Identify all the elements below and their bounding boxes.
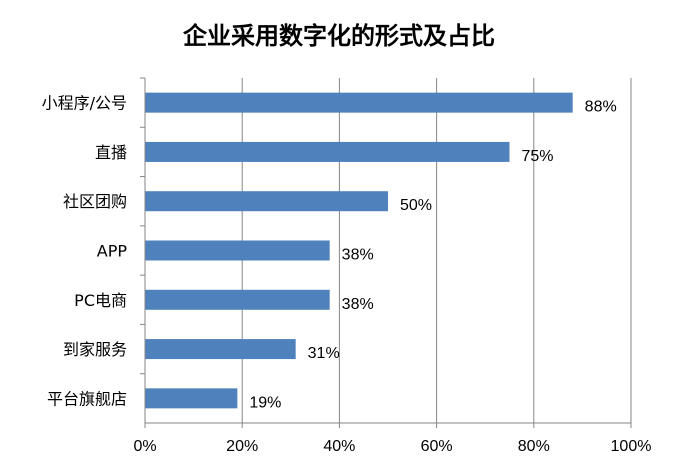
x-tick-label: 40% bbox=[323, 438, 355, 455]
value-label: 88% bbox=[585, 99, 617, 116]
bar bbox=[145, 191, 388, 212]
category-label: PC电商 bbox=[74, 291, 127, 310]
bar bbox=[145, 240, 330, 261]
x-tick-label: 60% bbox=[421, 438, 453, 455]
chart-title: 企业采用数字化的形式及占比 bbox=[183, 22, 495, 50]
category-label: 小程序/公号 bbox=[42, 94, 127, 113]
category-label: APP bbox=[97, 242, 128, 261]
value-label: 50% bbox=[400, 197, 432, 214]
x-tick-label: 20% bbox=[226, 438, 258, 455]
category-label: 直播 bbox=[95, 143, 127, 162]
category-label: 到家服务 bbox=[63, 340, 127, 359]
value-label: 38% bbox=[342, 296, 374, 313]
bar bbox=[145, 289, 330, 310]
bar bbox=[145, 388, 238, 409]
value-label: 38% bbox=[342, 247, 374, 264]
x-tick-labels: 0% 20% 40% 60% 80% 100% bbox=[133, 438, 651, 455]
value-labels: 88% 75% 50% 38% 38% 31% 19% bbox=[249, 99, 616, 412]
bars bbox=[145, 92, 573, 409]
bar bbox=[145, 92, 573, 113]
x-tick-label: 0% bbox=[133, 438, 156, 455]
bar bbox=[145, 339, 296, 360]
category-label: 社区团购 bbox=[63, 192, 127, 211]
bar bbox=[145, 141, 510, 162]
gridlines bbox=[140, 77, 632, 428]
x-tick-label: 80% bbox=[518, 438, 550, 455]
category-label: 平台旗舰店 bbox=[47, 389, 127, 408]
x-tick-label: 100% bbox=[611, 438, 652, 455]
value-label: 31% bbox=[308, 345, 340, 362]
value-label: 75% bbox=[522, 148, 554, 165]
value-label: 19% bbox=[249, 394, 281, 411]
